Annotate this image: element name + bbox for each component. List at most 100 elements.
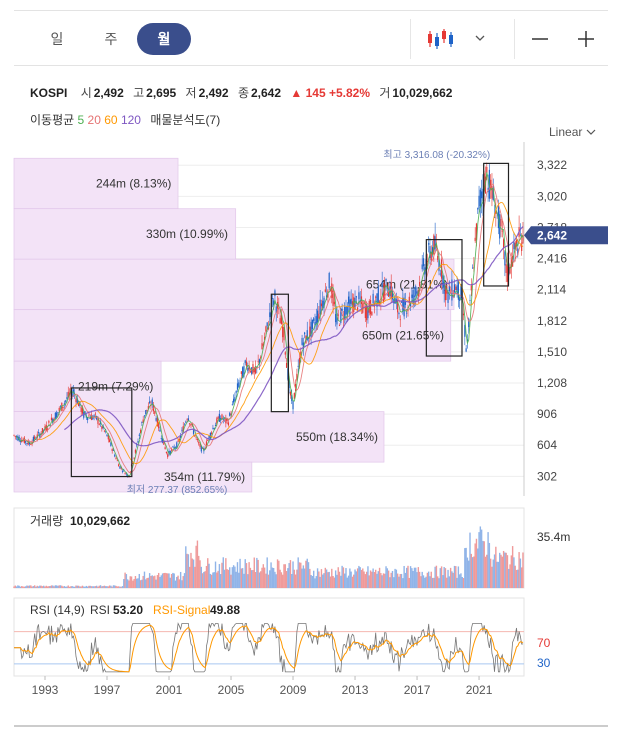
chart-type-button[interactable] <box>422 19 492 59</box>
volume-bar <box>329 576 332 588</box>
volume-bar <box>217 570 219 588</box>
ma-120[interactable]: 120 <box>120 113 141 127</box>
volume-bar <box>430 571 432 588</box>
volume-bar <box>243 573 245 588</box>
candle-body <box>205 441 208 447</box>
volume-bar <box>229 567 231 588</box>
candle-body <box>438 259 440 272</box>
volume-bar <box>77 585 80 588</box>
volume-bar <box>291 573 293 588</box>
zoom-in-button[interactable] <box>566 19 606 59</box>
candle-body <box>264 336 266 340</box>
volume-bar <box>393 577 395 588</box>
volume-bar <box>185 546 187 588</box>
volume-bar <box>390 572 392 588</box>
volume-bar <box>191 558 193 588</box>
candle-body <box>385 278 387 282</box>
tab-day[interactable]: 일 <box>50 31 64 47</box>
candle-body <box>408 296 410 304</box>
candle-body <box>412 289 414 305</box>
candle-body <box>439 273 441 275</box>
candle-body <box>97 418 99 424</box>
volume-bar <box>487 532 489 588</box>
volume-bar <box>209 573 212 588</box>
high-value: 2,695 <box>146 86 177 100</box>
volume-bar <box>132 580 134 588</box>
candle-body <box>120 467 122 469</box>
x-tick-label: 2013 <box>342 683 369 697</box>
candle-body <box>521 242 523 251</box>
volume-bar <box>442 575 444 588</box>
volume-bar <box>391 570 394 588</box>
volume-bar <box>111 586 113 588</box>
candle-body <box>301 337 303 345</box>
candle-body <box>13 434 15 436</box>
volume-bar <box>50 585 53 588</box>
volume-bar <box>356 568 359 588</box>
candle-body <box>486 166 488 173</box>
volume-bar <box>381 575 383 588</box>
volume-bar <box>283 564 285 588</box>
volume-bar <box>406 567 408 588</box>
candle-body <box>422 258 425 267</box>
volume-bar <box>447 569 449 588</box>
volume-bar <box>137 578 139 588</box>
candle-body <box>404 301 407 305</box>
volume-bar <box>471 557 474 588</box>
candle-body <box>170 449 173 451</box>
candle-body <box>244 360 246 364</box>
candle-body <box>291 394 293 401</box>
candle-body <box>482 188 484 202</box>
volume-bar <box>275 574 277 588</box>
candle-body <box>403 297 405 317</box>
volume-bar <box>355 571 358 588</box>
tab-month[interactable]: 월 <box>137 23 191 55</box>
volume-profile-label[interactable]: 매물분석도(7) <box>150 113 221 127</box>
volume-bar <box>345 568 347 588</box>
volume-bar <box>129 576 131 588</box>
volume-bar <box>302 565 305 588</box>
volume-bar <box>446 577 448 588</box>
volume-bar <box>327 572 329 588</box>
volume-bar <box>112 585 115 588</box>
volume-bar <box>36 585 38 588</box>
volume-bar <box>172 572 174 588</box>
top-toolbar: 일 주 월 <box>14 10 608 66</box>
candle-body <box>81 407 84 414</box>
volume-bar <box>68 586 71 588</box>
ma-20[interactable]: 20 <box>87 113 101 127</box>
volume-bar <box>238 572 240 588</box>
candle-body <box>443 281 445 294</box>
candle-body <box>72 389 75 393</box>
volume-profile-bar <box>13 208 237 260</box>
candle-body <box>134 449 137 453</box>
volume-bar <box>303 568 306 588</box>
volume-bar <box>263 567 266 588</box>
candle-body <box>62 406 64 408</box>
ma-60[interactable]: 60 <box>104 113 118 127</box>
y-tick-label: 2,114 <box>537 283 566 297</box>
tab-week[interactable]: 주 <box>104 31 118 47</box>
candle-body <box>28 442 31 445</box>
candle-body <box>212 427 214 429</box>
y-tick-label: 1,208 <box>537 376 567 390</box>
ma-legend: 이동평균 5 20 60 120 매물분석도(7) <box>30 111 220 128</box>
volume-bar <box>332 575 334 588</box>
candle-body <box>172 446 174 448</box>
candle-body <box>393 299 395 304</box>
candle-body <box>292 400 294 410</box>
zoom-out-button[interactable] <box>520 19 560 59</box>
volume-bar <box>86 586 89 588</box>
volume-bar <box>232 565 235 588</box>
candle-body <box>119 466 121 469</box>
volume-bar <box>85 585 88 588</box>
volume-bar <box>347 575 350 588</box>
volume-bar <box>382 573 385 588</box>
volume-bar <box>199 560 201 588</box>
volume-bar <box>26 585 28 588</box>
ma-5[interactable]: 5 <box>77 113 85 127</box>
volume-bar <box>219 574 222 588</box>
scale-selector[interactable]: Linear <box>549 125 596 139</box>
volume-bar <box>248 562 250 588</box>
